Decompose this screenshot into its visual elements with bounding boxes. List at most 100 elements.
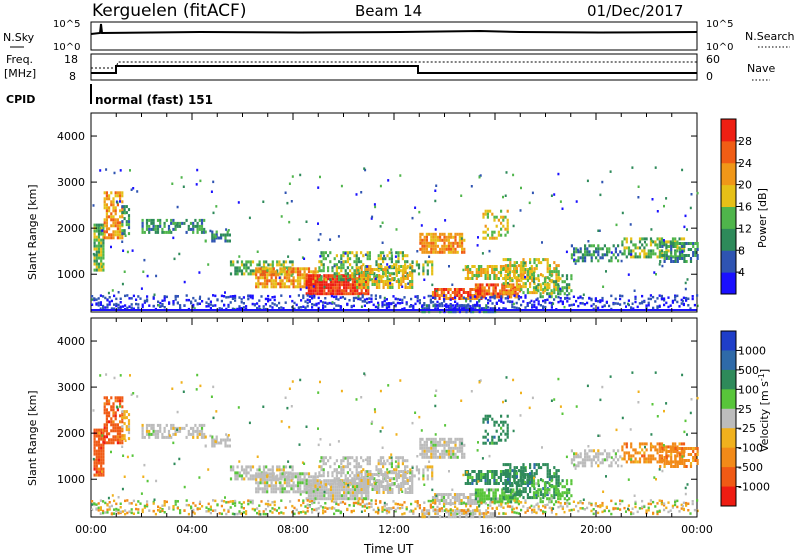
range-cell bbox=[192, 426, 195, 430]
range-cell bbox=[127, 419, 131, 423]
range-cell bbox=[404, 491, 407, 494]
range-cell bbox=[486, 274, 489, 277]
range-cell bbox=[573, 458, 576, 462]
range-cell bbox=[121, 236, 124, 240]
range-cell bbox=[371, 283, 374, 286]
range-cell bbox=[95, 238, 98, 242]
range-cell bbox=[447, 307, 450, 311]
range-cell bbox=[257, 490, 260, 494]
range-cell bbox=[266, 484, 269, 488]
range-cell bbox=[477, 265, 481, 268]
range-cell bbox=[486, 277, 489, 280]
range-cell bbox=[247, 465, 250, 469]
range-cell bbox=[434, 250, 437, 254]
range-cell bbox=[409, 471, 412, 475]
range-cell bbox=[570, 494, 573, 498]
range-cell bbox=[643, 249, 646, 253]
range-cell bbox=[499, 271, 503, 274]
range-cell bbox=[172, 426, 175, 430]
range-cell bbox=[678, 242, 682, 245]
range-cell bbox=[568, 283, 571, 287]
range-cell bbox=[103, 402, 106, 406]
range-cell bbox=[226, 233, 229, 237]
range-cell bbox=[95, 256, 98, 260]
range-cell bbox=[290, 472, 293, 476]
range-cell bbox=[402, 265, 405, 268]
range-cell bbox=[661, 447, 664, 450]
range-cell bbox=[454, 455, 457, 459]
range-cell bbox=[436, 294, 439, 297]
range-cell bbox=[599, 256, 602, 260]
range-cell bbox=[277, 478, 280, 482]
range-cell bbox=[481, 283, 484, 287]
range-cell bbox=[103, 405, 106, 409]
noise-cell bbox=[95, 298, 98, 301]
range-cell bbox=[318, 269, 321, 273]
sparse-cell bbox=[249, 296, 252, 299]
noise-cell bbox=[311, 297, 314, 300]
range-cell bbox=[100, 458, 103, 462]
range-cell bbox=[568, 491, 571, 495]
range-cell bbox=[634, 457, 637, 461]
range-cell bbox=[114, 194, 117, 198]
range-cell bbox=[575, 452, 578, 456]
range-cell bbox=[314, 479, 317, 483]
sparse-cell bbox=[465, 299, 468, 303]
noise-cell bbox=[537, 300, 540, 303]
range-cell bbox=[321, 488, 324, 492]
range-cell bbox=[438, 502, 441, 505]
noise-cell bbox=[696, 294, 699, 297]
noise-cell bbox=[269, 304, 272, 308]
range-cell bbox=[461, 452, 464, 456]
range-cell bbox=[415, 468, 418, 472]
sparse-cell bbox=[565, 250, 568, 254]
range-cell bbox=[349, 488, 352, 492]
range-cell bbox=[121, 200, 124, 204]
range-cell bbox=[121, 416, 124, 420]
noise-cell bbox=[377, 306, 380, 309]
velocity-data-layer bbox=[91, 371, 699, 519]
noise-cell bbox=[623, 301, 626, 305]
range-cell bbox=[255, 490, 258, 494]
range-cell bbox=[95, 428, 98, 432]
range-cell bbox=[515, 261, 518, 265]
range-cell bbox=[141, 224, 144, 228]
range-cell bbox=[362, 280, 365, 283]
range-cell bbox=[404, 266, 407, 270]
range-cell bbox=[93, 437, 96, 441]
range-cell bbox=[170, 230, 173, 234]
range-cell bbox=[102, 247, 105, 251]
range-cell bbox=[255, 267, 258, 271]
range-cell bbox=[458, 304, 461, 308]
noise-cell bbox=[234, 299, 237, 302]
range-cell bbox=[100, 431, 103, 435]
range-cell bbox=[481, 488, 484, 492]
range-cell bbox=[121, 209, 124, 213]
noise-cell bbox=[163, 306, 166, 309]
noise-cell bbox=[159, 301, 162, 305]
range-cell bbox=[477, 497, 480, 501]
noise-cell bbox=[561, 302, 564, 306]
range-cell bbox=[450, 247, 453, 251]
noise-cell bbox=[612, 302, 615, 306]
range-cell bbox=[481, 491, 484, 495]
range-cell bbox=[466, 268, 470, 271]
range-cell bbox=[402, 482, 405, 485]
range-cell bbox=[467, 499, 470, 502]
range-cell bbox=[512, 289, 515, 293]
range-cell bbox=[318, 286, 321, 290]
range-cell bbox=[102, 262, 105, 266]
range-cell bbox=[423, 238, 426, 242]
range-cell bbox=[366, 462, 369, 466]
range-cell bbox=[461, 455, 464, 459]
range-cell bbox=[447, 297, 450, 300]
range-cell bbox=[102, 232, 105, 236]
sparse-cell bbox=[140, 287, 143, 290]
range-cell bbox=[334, 494, 337, 498]
range-cell bbox=[520, 472, 523, 476]
range-cell bbox=[482, 230, 485, 234]
range-cell bbox=[285, 490, 289, 494]
range-cell bbox=[288, 273, 291, 277]
range-cell bbox=[388, 456, 391, 460]
range-cell bbox=[314, 494, 317, 498]
